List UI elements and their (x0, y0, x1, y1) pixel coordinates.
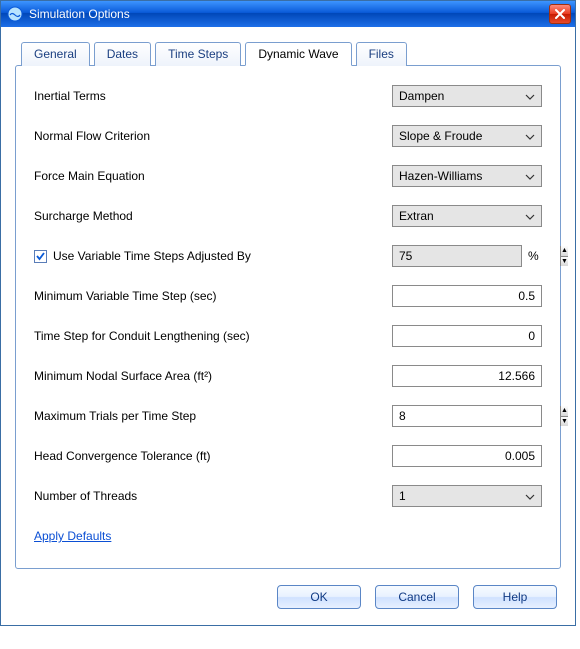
chevron-down-icon (523, 209, 537, 223)
tabstrip: General Dates Time Steps Dynamic Wave Fi… (21, 41, 561, 65)
window-title: Simulation Options (29, 7, 549, 21)
inertial-terms-value: Dampen (399, 89, 523, 103)
max-trials-input[interactable] (393, 406, 560, 426)
dialog-buttons: OK Cancel Help (15, 585, 561, 609)
surcharge-label: Surcharge Method (34, 209, 392, 223)
client-area: General Dates Time Steps Dynamic Wave Fi… (1, 27, 575, 625)
normal-flow-label: Normal Flow Criterion (34, 129, 392, 143)
normal-flow-select[interactable]: Slope & Froude (392, 125, 542, 147)
head-convergence-input[interactable] (392, 445, 542, 467)
surcharge-value: Extran (399, 209, 523, 223)
chevron-down-icon (523, 169, 537, 183)
min-nodal-area-label: Minimum Nodal Surface Area (ft²) (34, 369, 392, 383)
chevron-down-icon (523, 129, 537, 143)
surcharge-select[interactable]: Extran (392, 205, 542, 227)
force-main-label: Force Main Equation (34, 169, 392, 183)
help-button[interactable]: Help (473, 585, 557, 609)
tab-general[interactable]: General (21, 42, 90, 66)
use-variable-timestep-checkbox[interactable] (34, 250, 47, 263)
inertial-terms-select[interactable]: Dampen (392, 85, 542, 107)
spinner-up-button[interactable]: ▲ (561, 246, 568, 256)
conduit-lengthening-input[interactable] (392, 325, 542, 347)
tab-dynamic-wave[interactable]: Dynamic Wave (245, 42, 351, 66)
max-trials-label: Maximum Trials per Time Step (34, 409, 392, 423)
tab-dates[interactable]: Dates (94, 42, 151, 66)
conduit-lengthening-label: Time Step for Conduit Lengthening (sec) (34, 329, 392, 343)
simulation-options-window: Simulation Options General Dates Time St… (0, 0, 576, 626)
dynamic-wave-panel: Inertial Terms Dampen Normal Flow Criter… (15, 65, 561, 569)
close-button[interactable] (549, 4, 571, 24)
max-trials-spinner[interactable]: ▲ ▼ (392, 405, 542, 427)
tab-time-steps[interactable]: Time Steps (155, 42, 241, 66)
threads-label: Number of Threads (34, 489, 392, 503)
min-variable-ts-label: Minimum Variable Time Step (sec) (34, 289, 392, 303)
cancel-button[interactable]: Cancel (375, 585, 459, 609)
app-icon (7, 6, 23, 22)
ok-button[interactable]: OK (277, 585, 361, 609)
min-variable-ts-input[interactable] (392, 285, 542, 307)
spinner-down-button[interactable]: ▼ (561, 256, 568, 267)
check-icon (36, 252, 45, 261)
tab-files[interactable]: Files (356, 42, 407, 66)
spinner-down-button[interactable]: ▼ (561, 416, 568, 427)
normal-flow-value: Slope & Froude (399, 129, 523, 143)
force-main-value: Hazen-Williams (399, 169, 523, 183)
head-convergence-label: Head Convergence Tolerance (ft) (34, 449, 392, 463)
chevron-down-icon (523, 89, 537, 103)
variable-timestep-spinner[interactable]: ▲ ▼ (392, 245, 522, 267)
percent-unit: % (528, 249, 542, 263)
min-nodal-area-input[interactable] (392, 365, 542, 387)
threads-value: 1 (399, 489, 523, 503)
close-icon (555, 9, 565, 19)
titlebar: Simulation Options (1, 1, 575, 27)
force-main-select[interactable]: Hazen-Williams (392, 165, 542, 187)
spinner-up-button[interactable]: ▲ (561, 406, 568, 416)
apply-defaults-link[interactable]: Apply Defaults (34, 529, 111, 543)
inertial-terms-label: Inertial Terms (34, 89, 392, 103)
use-variable-timestep-label: Use Variable Time Steps Adjusted By (53, 249, 251, 263)
chevron-down-icon (523, 489, 537, 503)
threads-select[interactable]: 1 (392, 485, 542, 507)
